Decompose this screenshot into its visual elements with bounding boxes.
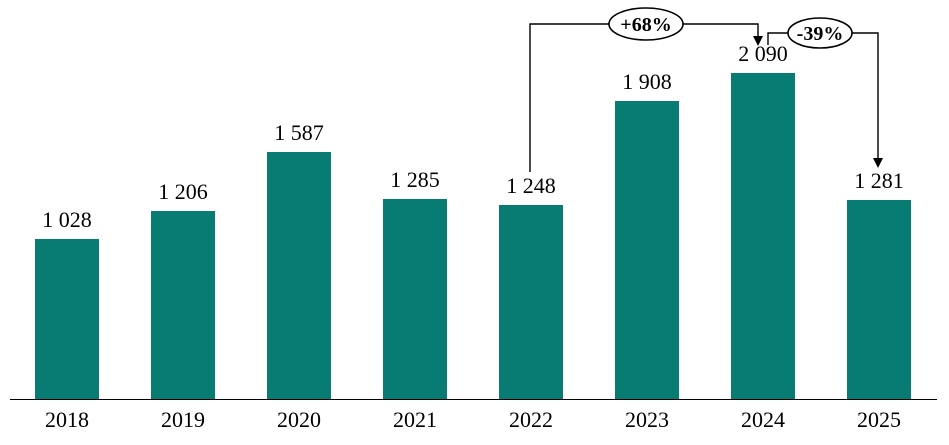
x-tick-label-2020: 2020 bbox=[277, 407, 321, 432]
bar-value-label-2021: 1 285 bbox=[390, 167, 440, 192]
bar-2018 bbox=[35, 239, 99, 400]
bar-2020 bbox=[267, 152, 331, 400]
x-tick-label-2022: 2022 bbox=[509, 407, 553, 432]
x-tick-label-2023: 2023 bbox=[625, 407, 669, 432]
x-tick-label-2025: 2025 bbox=[857, 407, 901, 432]
bar-2025 bbox=[847, 200, 911, 400]
bar-value-label-2018: 1 028 bbox=[42, 207, 92, 232]
bar-2021 bbox=[383, 199, 447, 400]
x-tick-label-2021: 2021 bbox=[393, 407, 437, 432]
bar-value-label-2022: 1 248 bbox=[506, 173, 556, 198]
bar-value-label-2019: 1 206 bbox=[158, 179, 208, 204]
x-tick-label-2019: 2019 bbox=[161, 407, 205, 432]
bar-2019 bbox=[151, 211, 215, 400]
bar-2022 bbox=[499, 205, 563, 400]
x-tick-label-2018: 2018 bbox=[45, 407, 89, 432]
bar-value-label-2025: 1 281 bbox=[854, 168, 904, 193]
x-tick-label-2024: 2024 bbox=[741, 407, 785, 432]
x-axis-line bbox=[10, 399, 937, 400]
bar-value-label-2020: 1 587 bbox=[274, 120, 324, 145]
